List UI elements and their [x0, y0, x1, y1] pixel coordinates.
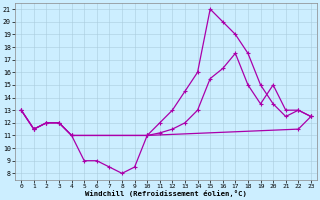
X-axis label: Windchill (Refroidissement éolien,°C): Windchill (Refroidissement éolien,°C) — [85, 190, 247, 197]
